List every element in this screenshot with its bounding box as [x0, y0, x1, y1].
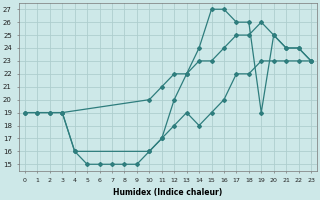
X-axis label: Humidex (Indice chaleur): Humidex (Indice chaleur): [113, 188, 223, 197]
